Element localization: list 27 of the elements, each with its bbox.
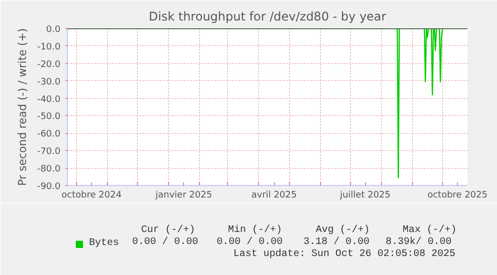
- x-tick-label: janvier 2025: [154, 190, 212, 200]
- legend-label: Bytes: [89, 238, 120, 249]
- y-tick-label: -90.0: [37, 182, 61, 192]
- y-tick-label: 0.0: [46, 25, 61, 35]
- text: 0.00 / 0.00: [132, 236, 198, 248]
- y-tick-label: -80.0: [37, 164, 61, 175]
- text: Min (-/+): [228, 224, 282, 236]
- y-tick-label: -10.0: [37, 42, 61, 52]
- y-tick-label: -40.0: [37, 94, 61, 105]
- y-tick-label: -50.0: [37, 112, 61, 122]
- y-tick-label: -20.0: [37, 60, 61, 70]
- y-axis-title: Pr second read (-) / write (+): [16, 28, 30, 186]
- text: Avg (-/+): [316, 224, 370, 236]
- text: Max (-/+): [402, 224, 457, 236]
- x-tick-label: avril 2025: [251, 190, 297, 200]
- chart-title: Disk throughput for /dev/zd80 - by year: [148, 10, 386, 24]
- y-tick-label: -60.0: [37, 130, 61, 140]
- x-tick-label: octobre 2024: [62, 190, 122, 200]
- y-tick-label: -70.0: [37, 147, 61, 158]
- x-tick-label: juillet 2025: [338, 190, 391, 200]
- text: Cur (-/+): [141, 224, 196, 236]
- text: 3.18 / 0.00: [304, 236, 370, 248]
- text: 8.39k/ 0.00: [386, 236, 452, 248]
- text: 0.00 / 0.00: [216, 236, 283, 248]
- y-tick-label: -30.0: [37, 77, 61, 88]
- text: Last update: Sun Oct 26 02:05:08 2025: [233, 248, 456, 260]
- x-tick-label: octobre 2025: [427, 190, 488, 200]
